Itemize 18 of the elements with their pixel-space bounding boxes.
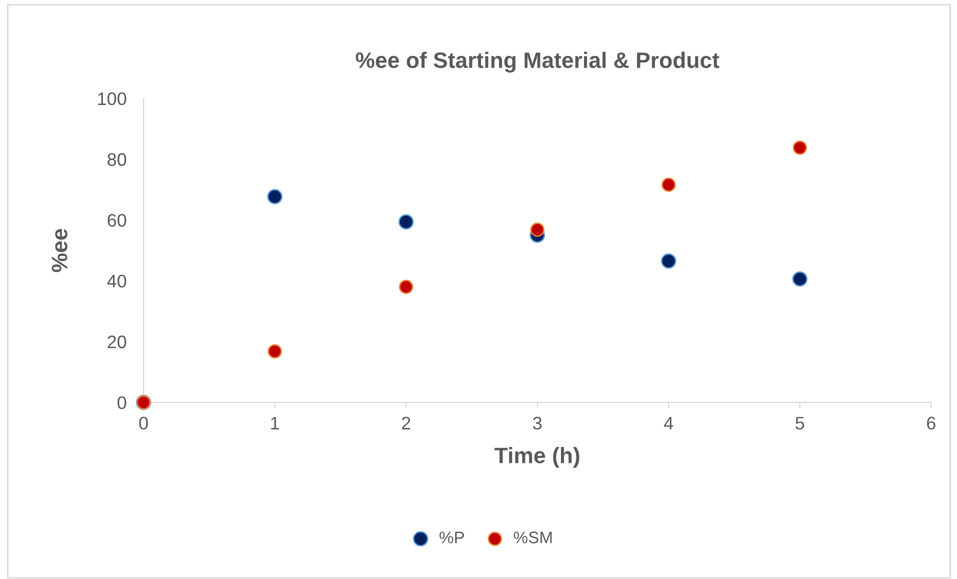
chart-title: %ee of Starting Material & Product [356,52,720,73]
x-tick-label: 2 [402,416,410,430]
y-tick-label: 40 [107,274,126,288]
x-tick-label: 5 [796,416,804,430]
legend-label: %P [440,532,464,544]
y-tick-label: 80 [108,153,126,166]
x-tick-label: 1 [271,416,279,430]
x-tick-label: 4 [664,416,674,430]
y-tick-label: 0 [118,396,126,410]
legend-label: %SM [514,532,552,544]
y-tick-label: 60 [108,214,126,227]
y-tick-label: 20 [108,336,126,348]
x-tick-label: 0 [139,416,148,430]
x-axis-title: Time (h) [494,447,580,468]
x-tick-label: 6 [927,416,936,430]
y-tick-label: 100 [98,92,126,106]
x-tick-label: 3 [533,416,542,430]
y-axis-title: %ee [52,228,68,272]
